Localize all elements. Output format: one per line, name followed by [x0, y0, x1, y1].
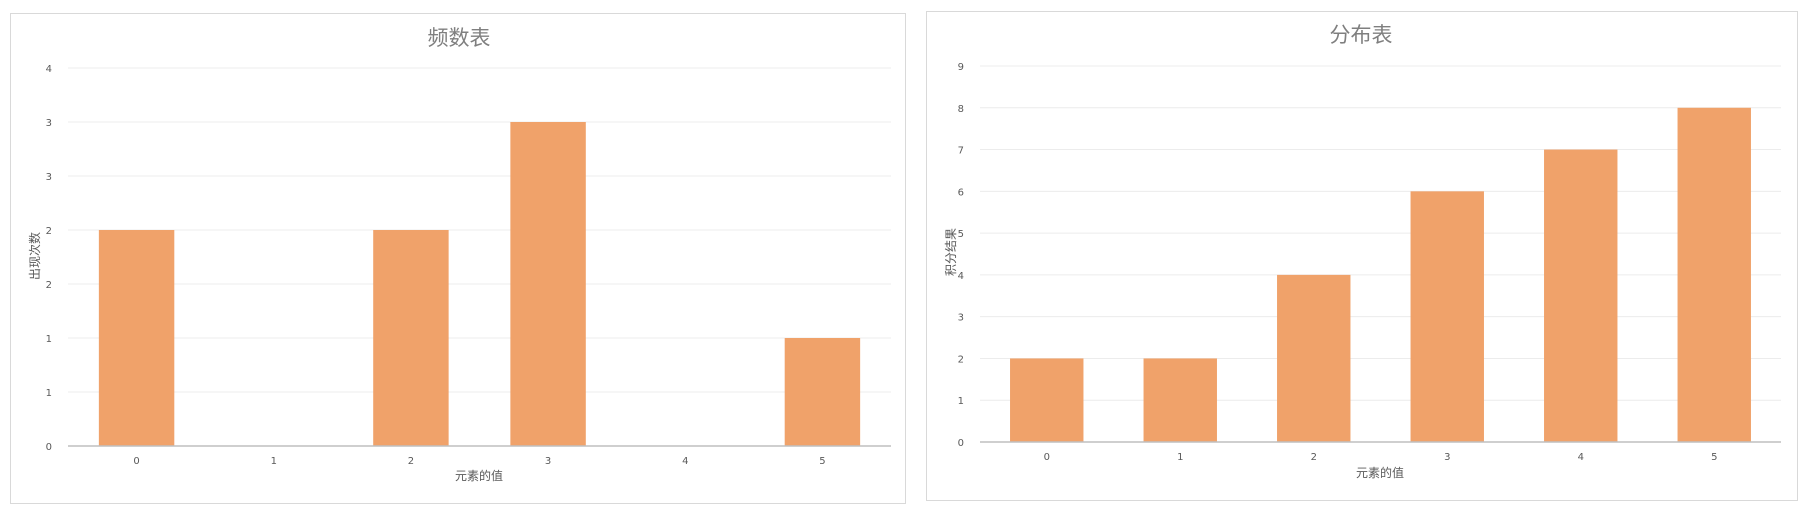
y-tick-label: 8 — [958, 104, 964, 115]
y-tick-labels: 0 1 2 3 4 5 6 7 8 9 — [958, 62, 964, 449]
distribution-chart-panel: 分布表 0 1 2 3 4 5 6 7 8 9 0 1 2 3 4 5 元素的值 积分结果 — [926, 11, 1798, 501]
y-tick-label: 4 — [46, 64, 52, 75]
chart-title: 频数表 — [428, 26, 491, 50]
x-tick-label: 0 — [133, 456, 139, 467]
x-axis-label: 元素的值 — [1356, 465, 1404, 480]
x-tick-label: 2 — [1311, 452, 1317, 463]
bar — [98, 230, 175, 446]
distribution-chart: 分布表 0 1 2 3 4 5 6 7 8 9 0 1 2 3 4 5 元素的值 积分结果 — [944, 23, 1781, 480]
y-tick-label: 1 — [46, 334, 52, 345]
y-tick-label: 2 — [958, 354, 964, 365]
x-axis-label: 元素的值 — [455, 468, 503, 483]
bar — [1544, 149, 1618, 443]
bar — [510, 122, 586, 446]
x-tick-labels: 0 1 2 3 4 5 — [1044, 452, 1718, 463]
y-tick-label: 2 — [46, 226, 52, 237]
y-tick-label: 6 — [958, 187, 964, 198]
x-tick-label: 5 — [819, 456, 825, 467]
bar — [1010, 358, 1084, 442]
gridlines — [980, 65, 1781, 401]
chart-title: 分布表 — [1330, 23, 1393, 47]
bar — [1277, 274, 1351, 442]
y-tick-labels: 0 1 1 2 2 3 3 4 — [46, 64, 52, 453]
frequency-chart: 频数表 0 1 1 2 2 3 3 4 0 1 2 3 4 5 元素的值 出现次数 — [27, 26, 891, 483]
y-tick-label: 3 — [958, 313, 964, 324]
bar — [1143, 358, 1217, 442]
y-axis-label: 出现次数 — [27, 232, 42, 280]
x-tick-label: 5 — [1711, 452, 1717, 463]
x-tick-label: 4 — [682, 456, 688, 467]
y-tick-label: 1 — [46, 388, 52, 399]
bar — [784, 338, 861, 446]
bars — [1010, 107, 1751, 443]
x-tick-label: 1 — [271, 456, 277, 467]
x-tick-labels: 0 1 2 3 4 5 — [133, 456, 825, 467]
x-tick-label: 0 — [1044, 452, 1050, 463]
x-tick-label: 3 — [1444, 452, 1450, 463]
y-axis-label: 积分结果 — [944, 228, 958, 276]
y-tick-label: 0 — [46, 442, 52, 453]
x-tick-label: 1 — [1177, 452, 1183, 463]
y-tick-label: 4 — [958, 271, 964, 282]
y-tick-label: 5 — [958, 229, 964, 240]
frequency-chart-panel: 频数表 0 1 1 2 2 3 3 4 0 1 2 3 4 5 元素的值 出现次数 — [10, 13, 906, 504]
y-tick-label: 1 — [958, 396, 964, 407]
y-tick-label: 3 — [46, 118, 52, 129]
bar — [373, 230, 449, 446]
y-tick-label: 2 — [46, 280, 52, 291]
y-tick-label: 0 — [958, 438, 964, 449]
y-tick-label: 9 — [958, 62, 964, 73]
gridlines — [68, 67, 891, 393]
x-tick-label: 3 — [545, 456, 551, 467]
y-tick-label: 7 — [958, 146, 964, 157]
bar — [1677, 107, 1751, 443]
bar — [1410, 191, 1484, 442]
x-tick-label: 2 — [408, 456, 414, 467]
x-tick-label: 4 — [1578, 452, 1584, 463]
bars — [98, 122, 861, 446]
y-tick-label: 3 — [46, 172, 52, 183]
